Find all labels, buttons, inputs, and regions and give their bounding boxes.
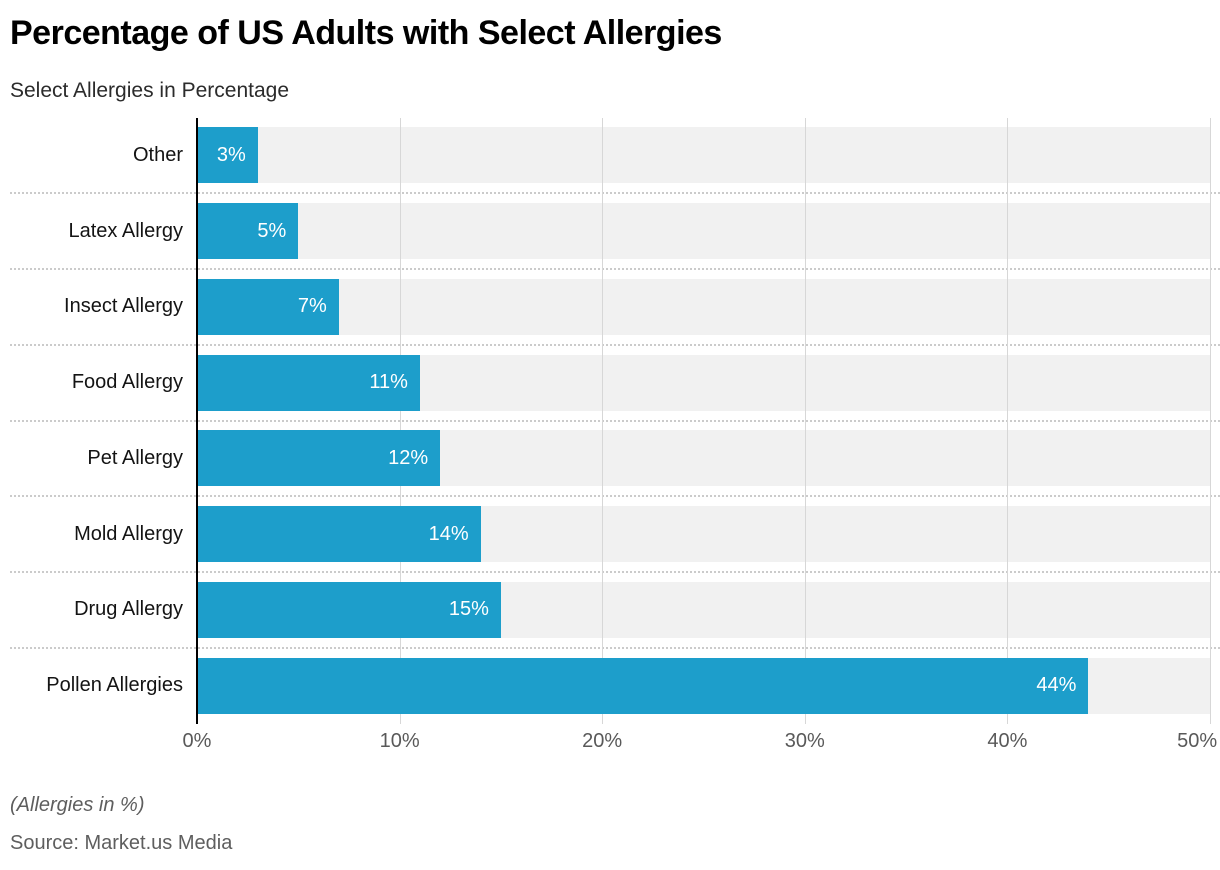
bar-row: Drug Allergy 15% [0, 572, 1220, 649]
x-tick-label: 0% [182, 729, 212, 752]
category-label: Latex Allergy [68, 219, 183, 242]
x-tick-label: 10% [379, 729, 420, 752]
chart-footer: (Allergies in %) Source: Market.us Media [0, 794, 1220, 855]
bar-row: Pet Allergy 12% [0, 421, 1220, 497]
bar-track: 15% [197, 581, 1210, 638]
value-label: 11% [369, 371, 408, 394]
chart-subtitle: Select Allergies in Percentage [10, 78, 289, 102]
gridline [804, 117, 806, 724]
category-label: Insect Allergy [64, 295, 183, 318]
bar: 14% [197, 506, 481, 563]
bar: 3% [197, 127, 258, 184]
bar-row: Mold Allergy 14% [0, 496, 1220, 573]
bar-track: 14% [197, 506, 1210, 563]
bar-row: Food Allergy 11% [0, 345, 1220, 422]
source-line: Source: Market.us Media [10, 831, 233, 854]
category-label: Food Allergy [71, 371, 183, 394]
bar-track: 3% [197, 127, 1210, 184]
category-label: Other [132, 143, 183, 166]
value-label: 14% [428, 522, 469, 545]
bar: 44% [197, 657, 1089, 714]
gridline [1210, 117, 1211, 724]
value-label: 5% [257, 219, 287, 242]
x-tick-label: 40% [987, 729, 1028, 752]
bar-track: 11% [197, 354, 1210, 411]
value-label: 3% [216, 143, 246, 166]
value-label: 44% [1036, 674, 1077, 697]
chart-title: Percentage of US Adults with Select Alle… [10, 14, 722, 52]
category-label: Pollen Allergies [46, 674, 183, 697]
y-axis-line [196, 117, 198, 724]
bar-track: 5% [197, 203, 1210, 260]
x-tick-label: 30% [784, 729, 825, 752]
category-label: Drug Allergy [74, 598, 183, 621]
bar-track: 7% [197, 278, 1210, 335]
bar-track: 44% [197, 657, 1210, 714]
bar-rows: Other 3% Latex Allergy 5% Insect Allergy 7% Fo… [0, 118, 1220, 724]
chart-header: Percentage of US Adults with Select Alle… [0, 0, 1220, 103]
bar-row: Latex Allergy 5% [0, 193, 1220, 270]
bar-row: Pollen Allergies 44% [0, 648, 1220, 724]
bar-row: Insect Allergy 7% [0, 269, 1220, 346]
value-label: 12% [388, 446, 429, 469]
value-label: 7% [297, 295, 327, 318]
bar: 11% [197, 354, 420, 411]
bar-track: 12% [197, 430, 1210, 487]
bar-row: Other 3% [0, 118, 1220, 194]
x-axis: 0% 10% 20% 30% 40% 50% [0, 730, 1220, 762]
x-tick-label: 50% [1177, 729, 1218, 752]
value-label: 15% [448, 598, 489, 621]
gridline [1007, 117, 1009, 724]
footnote: (Allergies in %) [10, 793, 145, 816]
bar: 15% [197, 581, 501, 638]
gridline [399, 117, 401, 724]
category-label: Pet Allergy [87, 446, 183, 469]
bar: 5% [197, 203, 299, 260]
gridline [602, 117, 604, 724]
bar-chart: Other 3% Latex Allergy 5% Insect Allergy 7% Fo… [0, 117, 1220, 724]
bar: 12% [197, 430, 441, 487]
bar: 7% [197, 278, 339, 335]
category-label: Mold Allergy [74, 522, 183, 545]
x-tick-label: 20% [582, 729, 623, 752]
